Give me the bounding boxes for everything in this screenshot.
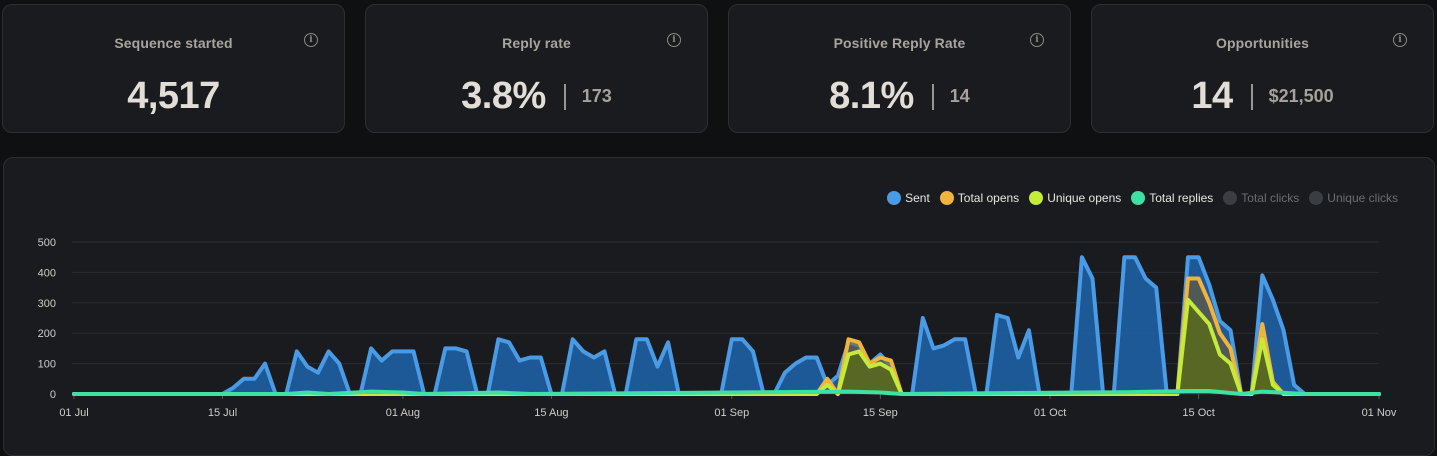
stat-title: Reply rate bbox=[502, 35, 571, 51]
y-tick-label: 200 bbox=[38, 328, 56, 340]
legend-dot bbox=[887, 191, 902, 205]
legend-dot bbox=[1223, 191, 1238, 205]
stat-title: Sequence started bbox=[114, 35, 233, 51]
stat-value: 4,517 bbox=[127, 75, 220, 117]
y-tick-label: 300 bbox=[38, 298, 56, 310]
info-icon[interactable]: i bbox=[304, 33, 318, 47]
legend-item-total-clicks[interactable]: Total clicks bbox=[1223, 191, 1299, 205]
stat-card-opportunities: Opportunities i 14 $21,500 bbox=[1091, 4, 1434, 133]
legend-label: Total replies bbox=[1149, 191, 1214, 205]
stat-value: 8.1% bbox=[829, 75, 914, 117]
legend-label: Sent bbox=[905, 191, 930, 205]
legend-label: Unique clicks bbox=[1327, 191, 1398, 205]
series-line-total-replies bbox=[72, 389, 1381, 396]
stat-secondary-value: 14 bbox=[949, 86, 970, 106]
stat-card-positive-reply-rate: Positive Reply Rate i 8.1% 14 bbox=[728, 4, 1071, 133]
stat-value: 3.8% bbox=[461, 75, 546, 117]
legend-dot bbox=[939, 191, 954, 205]
y-tick-label: 400 bbox=[38, 267, 56, 279]
stat-secondary-value: $21,500 bbox=[1268, 86, 1334, 106]
x-tick-label: 01 Jul bbox=[59, 407, 88, 419]
stat-value: 14 bbox=[1191, 75, 1233, 117]
legend-item-sent[interactable]: Sent bbox=[887, 191, 930, 205]
legend-label: Total clicks bbox=[1241, 191, 1300, 205]
info-icon[interactable]: i bbox=[1030, 33, 1044, 47]
x-tick-label: 01 Aug bbox=[386, 407, 420, 419]
series-line-unique-opens bbox=[72, 297, 1381, 396]
legend-item-unique-clicks[interactable]: Unique clicks bbox=[1309, 191, 1398, 205]
stat-secondary-value: 173 bbox=[581, 86, 612, 106]
legend-item-total-replies[interactable]: Total replies bbox=[1131, 191, 1213, 205]
x-tick-label: 01 Sep bbox=[714, 407, 749, 419]
info-icon[interactable]: i bbox=[1393, 33, 1407, 47]
info-icon[interactable]: i bbox=[667, 33, 681, 47]
series-area-sent bbox=[74, 257, 1379, 394]
x-tick-label: 15 Aug bbox=[534, 407, 568, 419]
x-tick-label: 15 Jul bbox=[208, 407, 237, 419]
stat-title: Positive Reply Rate bbox=[833, 35, 966, 51]
value-divider bbox=[1250, 83, 1253, 110]
stat-card-sequence-started: Sequence started i 4,517 bbox=[2, 4, 345, 133]
legend-label: Total opens bbox=[957, 191, 1020, 205]
legend-item-unique-opens[interactable]: Unique opens bbox=[1029, 191, 1121, 205]
stat-card-reply-rate: Reply rate i 3.8% 173 bbox=[365, 4, 708, 133]
activity-chart: 0 100 200 300 400 500 01 Jul 15 Jul 01 Aug 15 Aug… bbox=[38, 237, 1397, 419]
x-tick-label: 15 Sep bbox=[863, 407, 898, 419]
legend-dot bbox=[1029, 191, 1044, 205]
legend-dot bbox=[1131, 191, 1146, 205]
value-divider bbox=[931, 83, 934, 110]
value-divider bbox=[563, 83, 566, 110]
activity-chart-card: 0 100 200 300 400 500 01 Jul 15 Jul 01 Aug 15 Aug… bbox=[3, 157, 1435, 456]
y-tick-label: 0 bbox=[50, 389, 56, 401]
y-tick-label: 500 bbox=[38, 237, 56, 249]
stat-title: Opportunities bbox=[1215, 35, 1310, 51]
y-tick-label: 100 bbox=[38, 359, 56, 371]
legend-dot bbox=[1309, 191, 1324, 205]
x-tick-label: 15 Oct bbox=[1182, 407, 1214, 419]
x-tick-label: 01 Nov bbox=[1362, 407, 1397, 419]
legend-label: Unique opens bbox=[1047, 191, 1122, 205]
x-tick-label: 01 Oct bbox=[1034, 407, 1066, 419]
chart-legend: Sent Total opens Unique opens Total repl… bbox=[877, 191, 1398, 205]
legend-item-total-opens[interactable]: Total opens bbox=[939, 191, 1020, 205]
